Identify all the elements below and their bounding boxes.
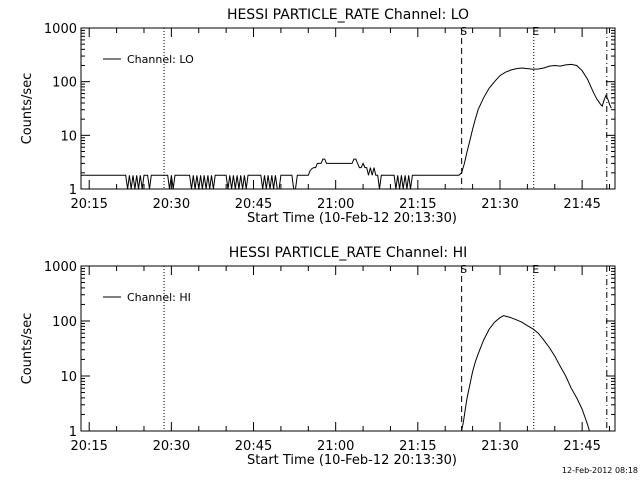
- y-tick-label: 10: [60, 370, 77, 385]
- y-tick-label: 100: [52, 76, 77, 91]
- y-axis-label: Counts/sec: [20, 313, 35, 385]
- x-tick-label: 20:45: [235, 197, 272, 212]
- y-tick-label: 1: [69, 425, 77, 440]
- x-tick-label: 21:30: [481, 197, 518, 212]
- chart-panel-1: HESSI PARTICLE_RATE Channel: LO 1 10 100 100…: [20, 7, 616, 226]
- y-tick-label: 10: [60, 129, 77, 144]
- x-tick-label: 21:30: [481, 439, 518, 454]
- chart-title: HESSI PARTICLE_RATE Channel: LO: [227, 7, 469, 23]
- x-tick-label: 21:45: [563, 197, 600, 212]
- data-series-line: [81, 63, 612, 190]
- y-axis-label: Counts/sec: [20, 73, 35, 145]
- marker-label: E: [532, 263, 539, 276]
- y-tick-label: 1: [69, 183, 77, 198]
- data-series-line: [461, 315, 590, 432]
- footer-timestamp: 12-Feb-2012 08:18: [561, 466, 638, 475]
- chart-panel-2: HESSI PARTICLE_RATE Channel: HI 1 10 100 100…: [20, 245, 616, 468]
- y-tick-label: 1000: [44, 260, 77, 275]
- x-tick-label: 20:30: [153, 439, 190, 454]
- marker-label: S: [460, 25, 467, 38]
- x-tick-label: 21:45: [563, 439, 600, 454]
- x-tick-label: 21:15: [399, 439, 436, 454]
- x-tick-label: 21:15: [399, 197, 436, 212]
- x-tick-label: 20:30: [153, 197, 190, 212]
- chart-title: HESSI PARTICLE_RATE Channel: HI: [229, 245, 467, 261]
- y-tick-label: 100: [52, 315, 77, 330]
- x-tick-label: 20:15: [70, 197, 107, 212]
- x-tick-label: 20:45: [235, 439, 272, 454]
- plot-frame: [80, 27, 616, 190]
- plot-frame: [80, 265, 616, 432]
- legend-label: Channel: HI: [127, 291, 191, 304]
- x-tick-label: 21:00: [317, 439, 354, 454]
- x-tick-label: 21:00: [317, 197, 354, 212]
- marker-label: E: [532, 25, 539, 38]
- legend-label: Channel: LO: [127, 53, 194, 66]
- marker-label: S: [460, 263, 467, 276]
- x-axis-label: Start Time (10-Feb-12 20:13:30): [247, 211, 457, 226]
- y-tick-label: 1000: [44, 22, 77, 37]
- x-axis-label: Start Time (10-Feb-12 20:13:30): [247, 453, 457, 468]
- x-tick-label: 20:15: [70, 439, 107, 454]
